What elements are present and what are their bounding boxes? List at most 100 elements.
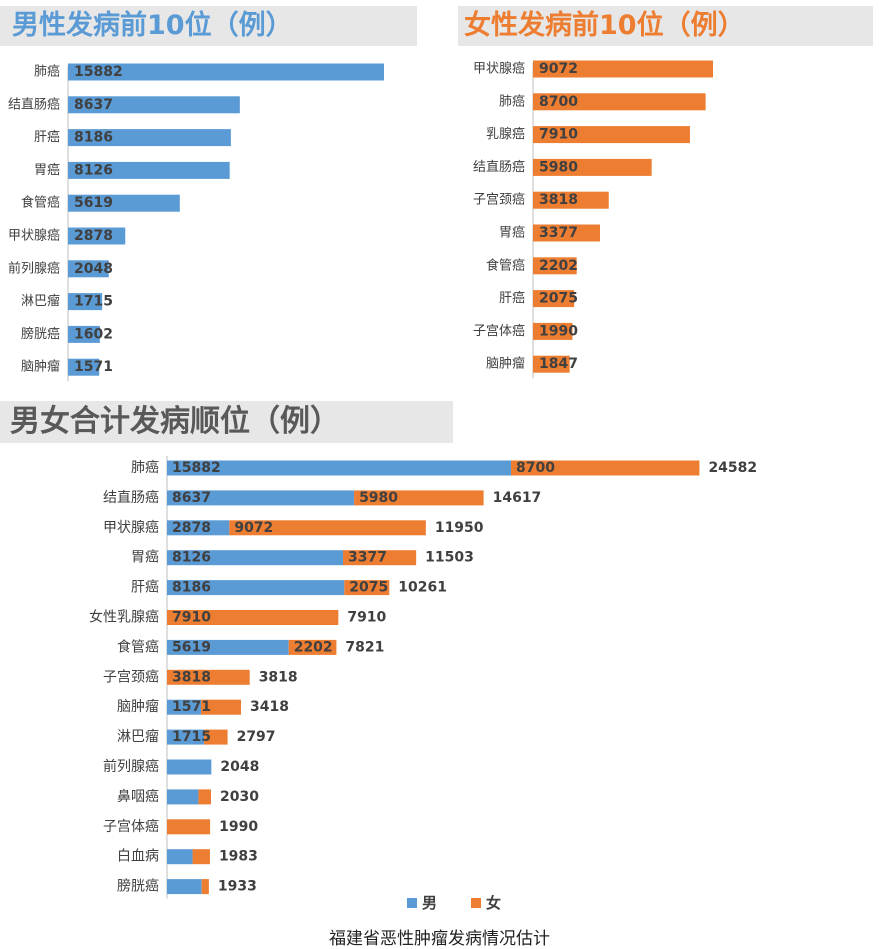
total-bar-male (167, 580, 345, 596)
male-value-label: 1571 (74, 359, 113, 375)
female-bar (533, 290, 575, 308)
male-value-label: 15882 (74, 64, 123, 80)
total-sum-label: 14617 (493, 490, 542, 506)
total-category-label: 脑肿瘤 (117, 698, 159, 715)
female-bar (533, 355, 570, 373)
male-bar (68, 96, 240, 114)
total-bar-female (201, 699, 242, 715)
total-category-label: 淋巴瘤 (117, 728, 159, 745)
total-bar-male (167, 490, 355, 506)
total-category-label: 白血病 (117, 849, 159, 865)
total-sum-label: 11503 (425, 550, 474, 566)
total-male-value-label: 8186 (172, 580, 211, 596)
total-male-value-label: 5619 (172, 639, 211, 655)
total-category-label: 膀胱癌 (117, 878, 159, 895)
total-bar-female (354, 490, 484, 506)
male-category-label: 肝癌 (34, 129, 60, 145)
male-category-label: 前列腺癌 (8, 260, 60, 276)
male-chart-title: 男性发病前10位（例） (0, 6, 417, 46)
total-female-value-label: 2202 (294, 639, 333, 655)
total-male-value-label: 2878 (172, 520, 211, 536)
total-bar-male (167, 639, 289, 655)
female-value-label: 3377 (539, 225, 578, 241)
female-bar (533, 60, 713, 78)
legend-male-label: 男 (422, 894, 437, 912)
male-value-label: 1715 (74, 294, 113, 310)
female-category-label: 肝癌 (499, 290, 525, 306)
female-category-label: 结直肠癌 (473, 159, 525, 175)
total-category-label: 甲状腺癌 (103, 520, 159, 536)
total-bar-female (511, 460, 700, 476)
total-sum-label: 24582 (708, 460, 757, 476)
male-bar (68, 293, 103, 311)
total-category-label: 前列腺癌 (103, 758, 159, 775)
female-value-label: 5980 (539, 159, 578, 175)
female-bar (533, 158, 652, 176)
total-sum-label: 1990 (219, 819, 258, 835)
female-value-label: 8700 (539, 94, 578, 110)
total-chart-title: 男女合计发病顺位（例） (0, 401, 453, 443)
female-value-label: 3818 (539, 192, 578, 208)
total-female-value-label: 9072 (234, 520, 273, 536)
male-bar (68, 260, 109, 278)
total-sum-label: 2048 (220, 759, 259, 775)
female-bar (533, 191, 609, 209)
total-bar-male (167, 879, 202, 895)
total-bar-female (167, 669, 250, 685)
total-bar-male (167, 849, 193, 865)
male-value-label: 5619 (74, 195, 113, 211)
male-category-label: 甲状腺癌 (8, 228, 60, 244)
female-category-label: 子宫体癌 (473, 323, 525, 339)
male-value-label: 1602 (74, 326, 113, 342)
total-bar-male (167, 460, 511, 476)
male-category-label: 胃癌 (34, 162, 60, 178)
legend-male-swatch (407, 898, 417, 908)
total-female-value-label: 5980 (359, 490, 398, 506)
male-value-label: 2878 (74, 228, 113, 244)
total-bar-female (204, 729, 228, 745)
total-bar-male (167, 729, 205, 745)
female-value-label: 1990 (539, 323, 578, 339)
total-bar-female (198, 789, 211, 805)
total-category-label: 女性乳腺癌 (89, 609, 159, 626)
male-category-label: 淋巴瘤 (21, 293, 60, 309)
legend-female-label: 女 (486, 894, 501, 912)
total-category-label: 胃癌 (131, 550, 159, 566)
male-category-label: 食管癌 (21, 195, 60, 211)
female-value-label: 1847 (539, 356, 578, 372)
total-bar-female (343, 550, 417, 566)
total-male-value-label: 8637 (172, 490, 211, 506)
male-bar (68, 194, 180, 212)
total-female-value-label: 3377 (348, 550, 387, 566)
total-bar-female (167, 819, 211, 835)
female-bar (533, 322, 573, 340)
male-category-label: 脑肿瘤 (21, 359, 60, 375)
male-value-label: 8637 (74, 97, 113, 113)
total-bar-female (229, 520, 426, 536)
total-female-value-label: 2075 (349, 580, 388, 596)
female-category-label: 乳腺癌 (486, 126, 525, 142)
total-male-value-label: 1715 (172, 729, 211, 745)
total-sum-label: 11950 (435, 520, 484, 536)
male-bar (68, 161, 230, 179)
total-sum-label: 2030 (220, 789, 259, 805)
total-bar-male (167, 520, 230, 536)
total-female-value-label: 3818 (172, 669, 211, 685)
total-sum-label: 7910 (347, 610, 386, 626)
total-category-label: 子宫颈癌 (103, 669, 159, 685)
total-bar-female (201, 879, 209, 895)
total-category-label: 食管癌 (117, 638, 159, 655)
female-bar (533, 126, 690, 144)
male-bar (68, 63, 384, 81)
total-category-label: 肺癌 (131, 460, 159, 476)
female-value-label: 9072 (539, 61, 578, 77)
total-sum-label: 10261 (398, 580, 447, 596)
male-bar (68, 325, 100, 343)
male-bar (68, 129, 231, 147)
female-category-label: 子宫颈癌 (473, 192, 525, 208)
total-sum-label: 1933 (218, 879, 257, 895)
female-chart-title: 女性发病前10位（例） (458, 6, 873, 46)
male-bar (68, 358, 100, 376)
total-category-label: 肝癌 (131, 580, 159, 596)
male-category-label: 结直肠癌 (8, 96, 60, 112)
